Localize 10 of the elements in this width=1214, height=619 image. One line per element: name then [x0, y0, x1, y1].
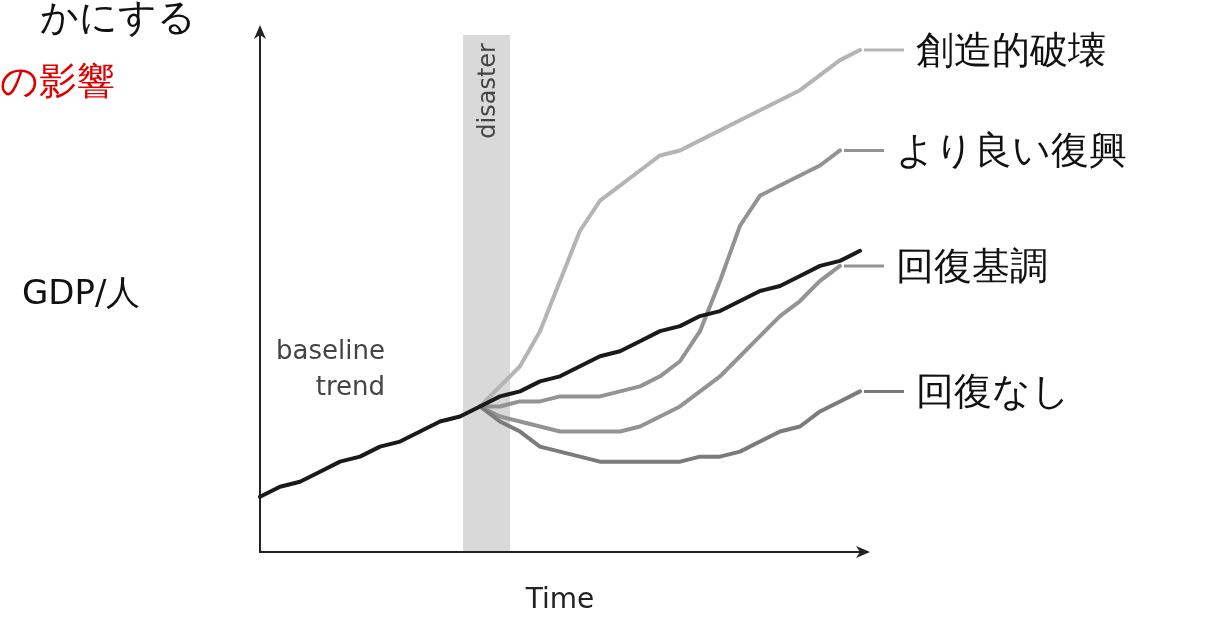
text: かにする	[40, 0, 196, 39]
annotation: disaster	[472, 43, 501, 139]
legend-label: 回復なし	[916, 369, 1070, 414]
legend-label: 創造的破壊	[916, 28, 1106, 73]
x-axis-title: Time	[524, 581, 595, 615]
series-label: baseline trend	[275, 333, 385, 403]
y-axis-title: GDP/人	[22, 272, 141, 312]
text: の影響	[0, 59, 115, 103]
legend-label: より良い復興	[896, 128, 1127, 173]
legend-label: 回復基調	[896, 243, 1048, 288]
